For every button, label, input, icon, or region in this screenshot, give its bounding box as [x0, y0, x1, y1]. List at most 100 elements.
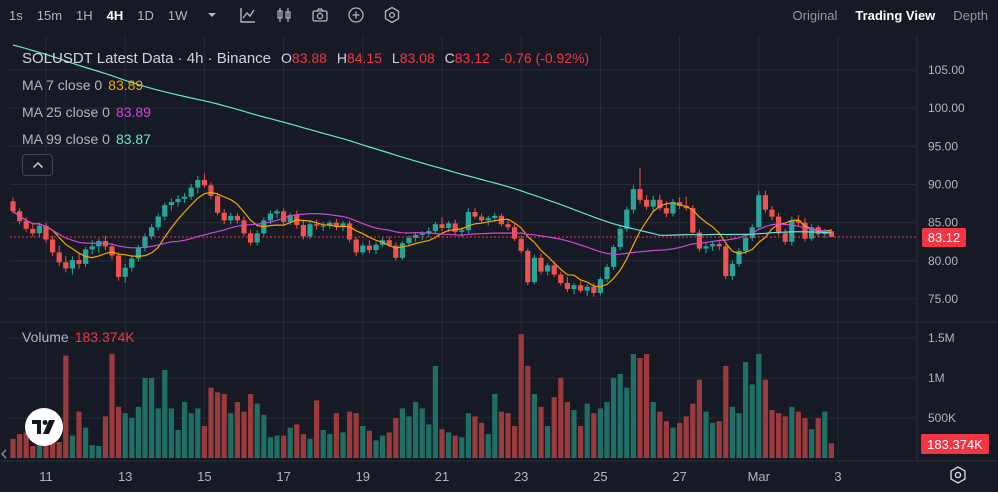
- volume-bar: [452, 435, 458, 458]
- volume-bar: [419, 408, 425, 458]
- candle-body: [109, 246, 115, 256]
- candle-body: [432, 224, 438, 232]
- volume-bar: [353, 413, 359, 458]
- timeframe-15m[interactable]: 15m: [36, 7, 63, 23]
- volume-bar: [696, 379, 702, 458]
- volume-bar: [756, 354, 762, 458]
- volume-bar: [215, 392, 221, 458]
- tab-original[interactable]: Original: [792, 7, 838, 23]
- candle-body: [30, 228, 36, 234]
- volume-bar: [320, 430, 326, 458]
- volume-bar: [749, 384, 755, 458]
- volume-bar: [716, 421, 722, 458]
- ma7-legend[interactable]: MA 7 close 0 83.89: [22, 72, 595, 99]
- candle-body: [749, 227, 755, 238]
- candle-body: [43, 225, 49, 240]
- timeframe-1h[interactable]: 1H: [76, 7, 93, 23]
- time-tick-label: 25: [593, 469, 607, 484]
- volume-bar: [149, 378, 155, 458]
- time-tick-label: 11: [39, 469, 53, 484]
- ma25-legend[interactable]: MA 25 close 0 83.89: [22, 99, 595, 126]
- volume-bar: [558, 378, 564, 458]
- line-chart-icon[interactable]: [237, 4, 259, 26]
- candle-body: [228, 215, 234, 221]
- candle-body: [168, 202, 174, 206]
- candle-body: [413, 234, 419, 238]
- volume-bar: [254, 403, 260, 458]
- candle-body: [545, 265, 551, 272]
- volume-bar: [822, 411, 828, 458]
- candle-body: [439, 224, 445, 229]
- volume-bar: [776, 413, 782, 458]
- volume-bar: [116, 406, 122, 458]
- volume-bar: [472, 416, 478, 458]
- timeframe-1w[interactable]: 1W: [167, 7, 188, 23]
- candle-body: [558, 274, 564, 283]
- candle-body: [564, 282, 570, 290]
- volume-bar: [512, 426, 518, 458]
- time-tick-label: 21: [435, 469, 449, 484]
- candle-body: [690, 208, 696, 233]
- candle-body: [828, 231, 834, 238]
- volume-bar: [446, 432, 452, 458]
- candle-body: [479, 216, 485, 221]
- volume-bar: [683, 416, 689, 458]
- candle-body: [630, 189, 636, 210]
- chevron-down-icon[interactable]: [201, 4, 223, 26]
- volume-bar: [531, 394, 537, 458]
- volume-bar: [360, 426, 366, 458]
- price-tick-label: 100.00: [928, 101, 965, 115]
- timeframe-1s[interactable]: 1s: [9, 7, 23, 23]
- chevron-up-icon: [32, 161, 43, 169]
- candle-body: [182, 196, 188, 200]
- volume-bar: [195, 408, 201, 458]
- candlestick-chart[interactable]: 105.00 100.00 95.00 90.00 85.00 80.00 75.00 1.5…: [0, 30, 998, 492]
- volume-bar: [300, 434, 306, 458]
- volume-bar: [789, 406, 795, 458]
- candle-body: [399, 243, 405, 258]
- volume-bars: [10, 334, 834, 458]
- volume-bar: [762, 379, 768, 458]
- collapse-legend-button[interactable]: [22, 154, 53, 176]
- volume-bar: [769, 410, 775, 458]
- candle-body: [485, 218, 491, 221]
- volume-bar: [228, 413, 234, 458]
- candle-body: [314, 224, 320, 226]
- candle-body: [122, 267, 128, 277]
- candle-body: [149, 227, 155, 237]
- candlestick-icon[interactable]: [273, 4, 295, 26]
- volume-bar: [188, 413, 194, 458]
- candle-body: [333, 222, 339, 227]
- candle-body: [129, 258, 135, 268]
- candle-body: [492, 215, 498, 219]
- candle-body: [617, 228, 623, 248]
- candle-body: [142, 236, 148, 248]
- candle-body: [597, 279, 603, 293]
- chart-settings-button[interactable]: [947, 464, 969, 486]
- timeframe-1d[interactable]: 1D: [137, 7, 154, 23]
- change-value: -0.76 (-0.92%): [499, 50, 590, 66]
- timeframe-4h[interactable]: 4H: [106, 7, 124, 23]
- time-tick-label: 19: [356, 469, 370, 484]
- tab-trading-view[interactable]: Trading View: [855, 7, 936, 23]
- candle-body: [696, 232, 702, 249]
- axes: 105.00 100.00 95.00 90.00 85.00 80.00 75.00 1.5…: [39, 63, 965, 484]
- candle-body: [426, 231, 432, 234]
- last-price-tag: 83.12: [922, 228, 966, 247]
- tradingview-logo[interactable]: [25, 408, 63, 446]
- tab-depth[interactable]: Depth: [953, 7, 988, 23]
- volume-bar: [710, 422, 716, 458]
- plus-circle-icon[interactable]: [345, 4, 367, 26]
- time-tick-label: 23: [514, 469, 528, 484]
- candle-body: [703, 246, 709, 249]
- ma99-legend[interactable]: MA 99 close 0 83.87: [22, 126, 595, 153]
- gear-icon[interactable]: [381, 4, 403, 26]
- candle-body: [89, 246, 95, 250]
- camera-icon[interactable]: [309, 4, 331, 26]
- candle-body: [23, 221, 29, 229]
- volume-bar: [795, 411, 801, 458]
- volume-bar: [69, 435, 75, 458]
- volume-bar: [182, 402, 188, 458]
- volume-bar: [690, 403, 696, 458]
- scroll-left-button[interactable]: [0, 444, 8, 464]
